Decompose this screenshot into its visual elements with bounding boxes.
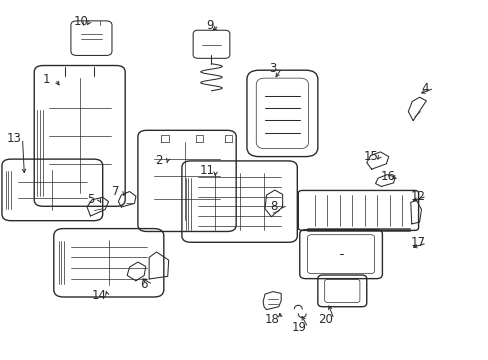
Text: 12: 12 — [410, 190, 425, 203]
Text: 9: 9 — [206, 19, 214, 32]
Text: 8: 8 — [269, 201, 277, 213]
Text: 17: 17 — [410, 237, 425, 249]
Text: 15: 15 — [363, 150, 377, 163]
Text: 7: 7 — [112, 185, 120, 198]
Text: 11: 11 — [199, 165, 214, 177]
Text: 19: 19 — [291, 321, 306, 334]
Text: 14: 14 — [91, 289, 106, 302]
Text: 6: 6 — [140, 278, 148, 291]
Text: 2: 2 — [155, 154, 163, 167]
Text: 18: 18 — [264, 313, 279, 326]
Text: 13: 13 — [6, 132, 21, 145]
Text: 10: 10 — [73, 15, 88, 28]
Text: 16: 16 — [380, 170, 394, 183]
Text: 1: 1 — [42, 73, 50, 86]
Text: 20: 20 — [317, 313, 332, 326]
Text: 3: 3 — [268, 62, 276, 75]
Text: 4: 4 — [421, 82, 428, 95]
Text: 5: 5 — [86, 193, 94, 206]
